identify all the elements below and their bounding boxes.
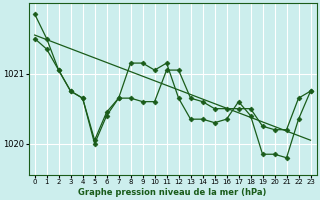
X-axis label: Graphe pression niveau de la mer (hPa): Graphe pression niveau de la mer (hPa)	[78, 188, 267, 197]
